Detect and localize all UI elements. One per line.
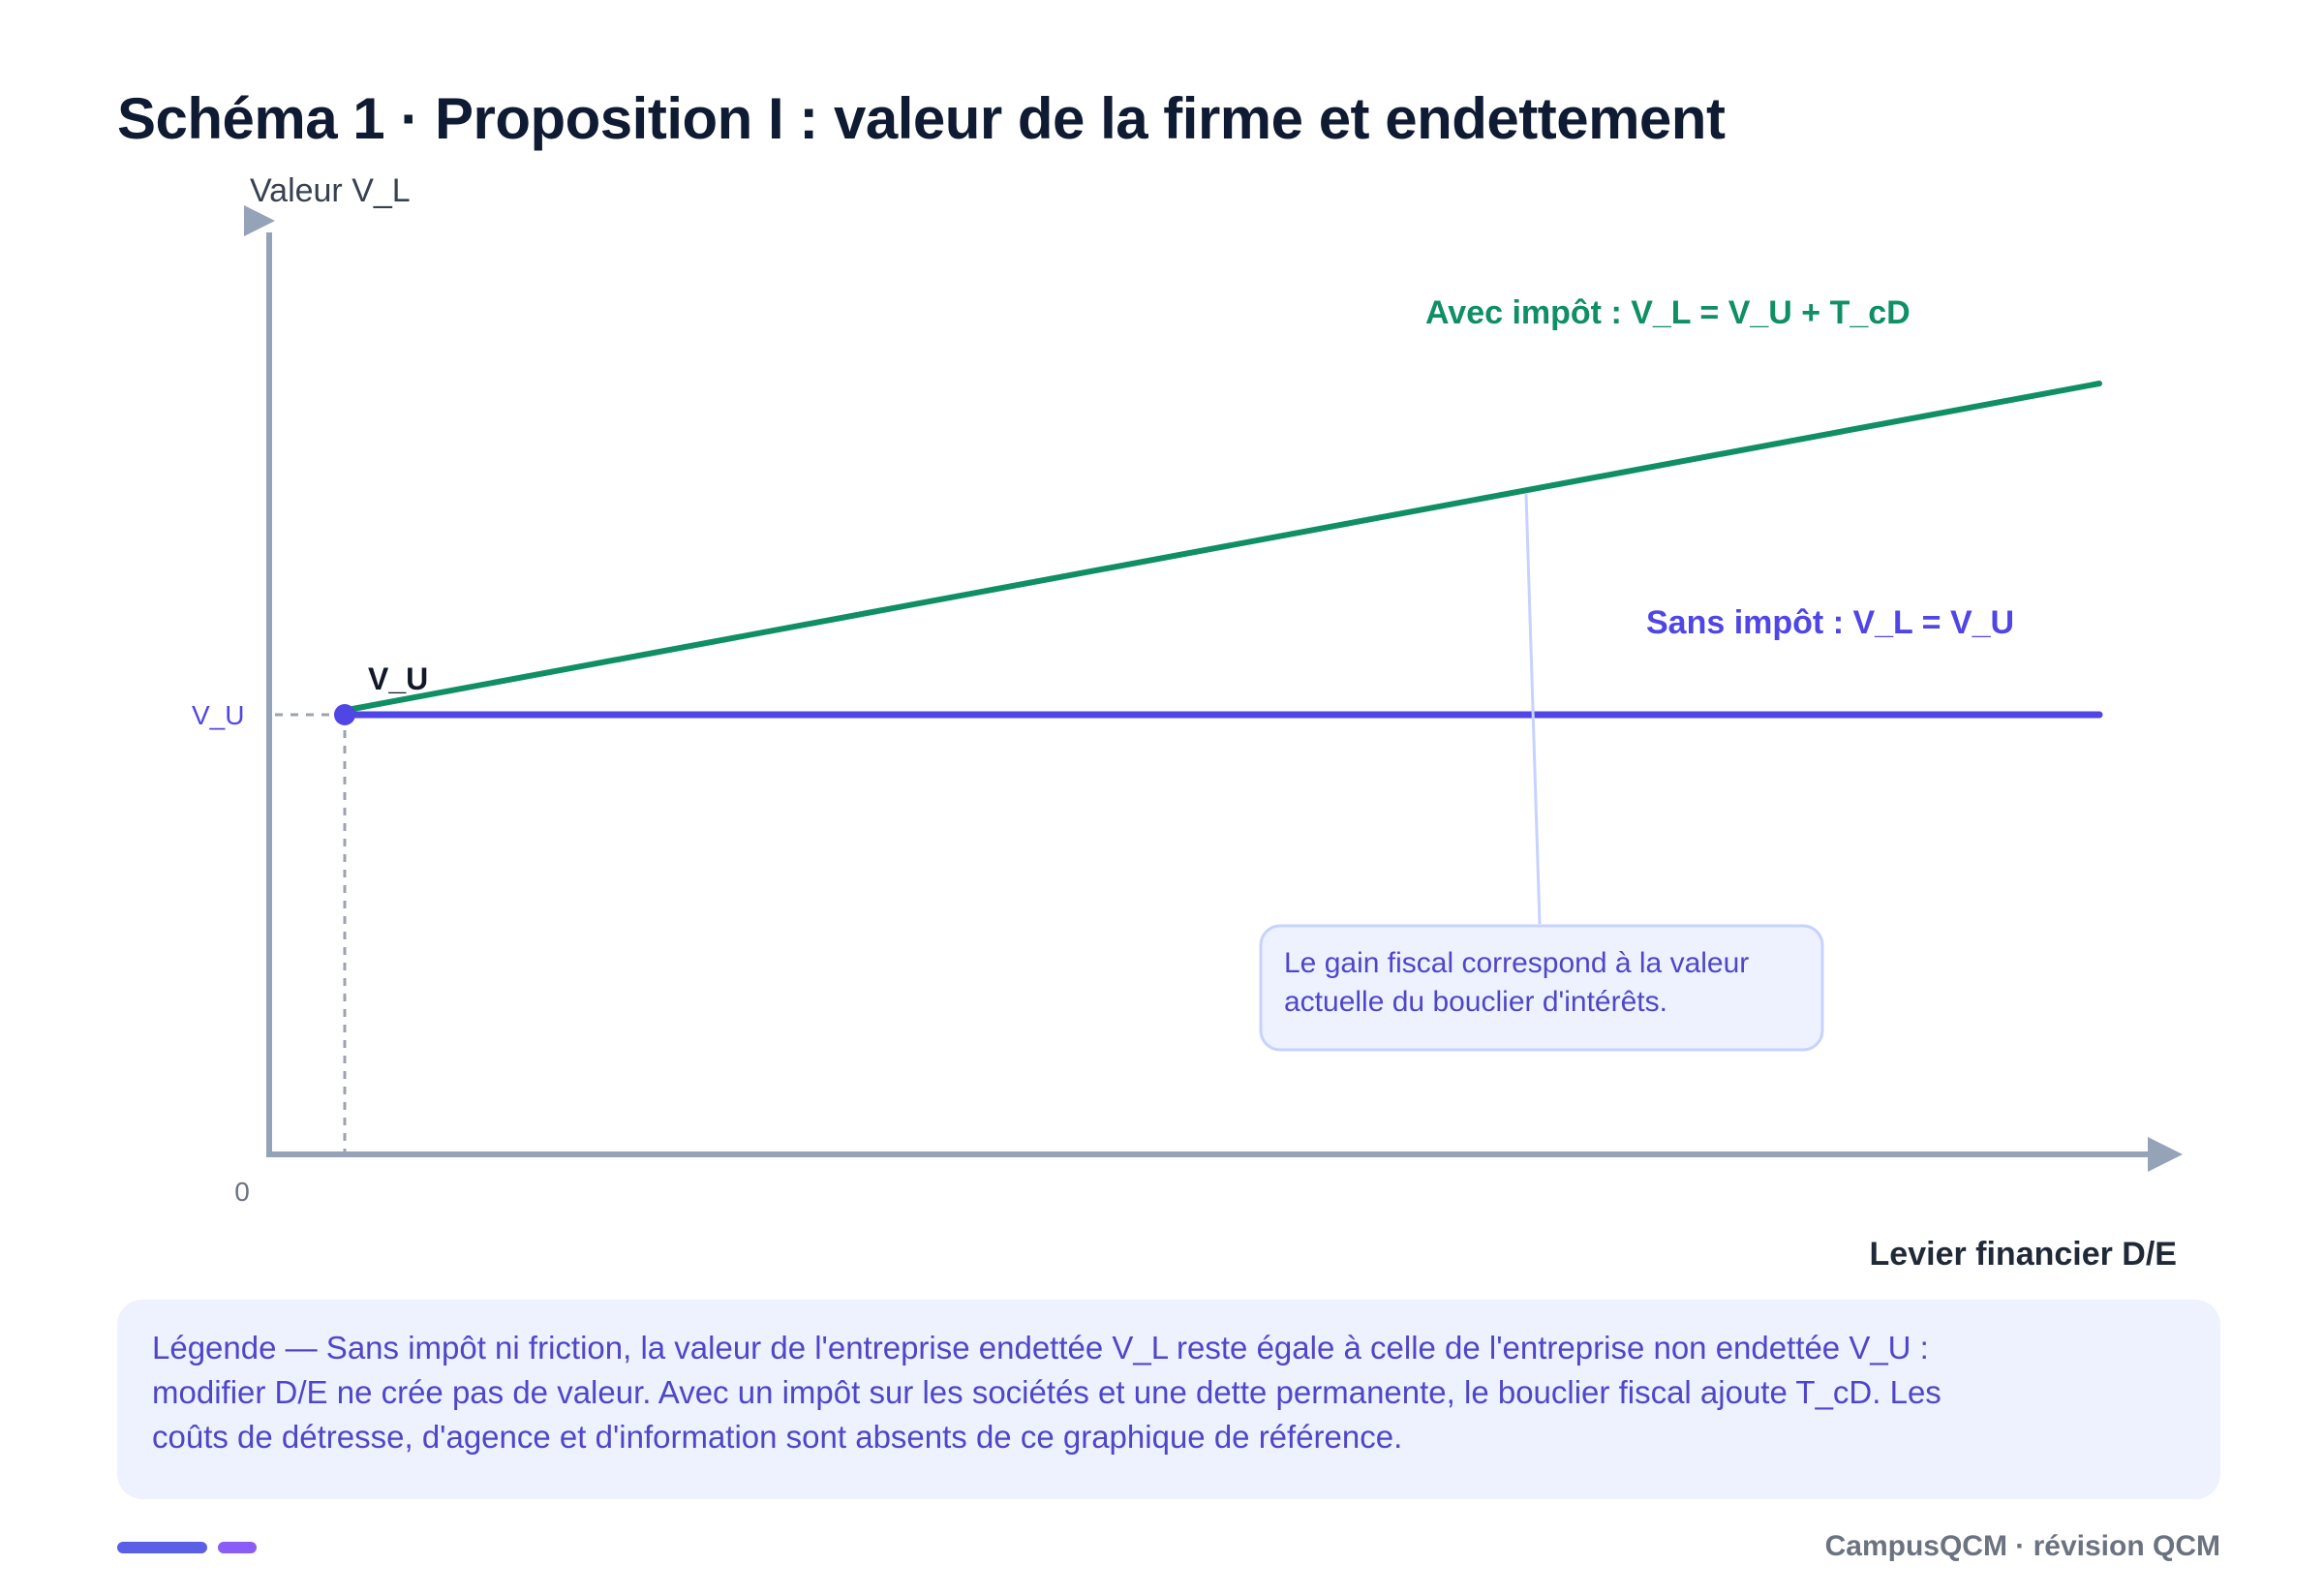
series-line-avec-impot (350, 381, 2102, 712)
page-title: Schéma 1 · Proposition I : valeur de la … (117, 86, 1726, 151)
diagram-canvas: Valeur V_L Levier financier D/E 0 V_U V_… (192, 172, 2183, 1273)
legend-line-2: modifier D/E ne crée pas de valeur. Avec… (152, 1374, 1942, 1410)
brand-bar-primary (117, 1542, 207, 1553)
y-tick-label-vu: V_U (192, 700, 244, 730)
callout-connector (1524, 493, 1542, 925)
series-label-avec-impot: Avec impôt : V_L = V_U + T_cD (1425, 294, 1911, 331)
vu-point-label: V_U (368, 661, 428, 696)
legend-line-1: Légende — Sans impôt ni friction, la val… (152, 1330, 1929, 1366)
origin-label: 0 (234, 1177, 250, 1207)
footer-credit: CampusQCM · révision QCM (1824, 1530, 2220, 1562)
y-axis-label: Valeur V_L (250, 172, 411, 209)
callout-text-line-1: Le gain fiscal correspond à la valeur (1284, 947, 1749, 979)
callout-text-line-2: actuelle du bouclier d'intérêts. (1284, 986, 1667, 1018)
series-label-sans-impot: Sans impôt : V_L = V_U (1646, 604, 2014, 641)
brand-bar-secondary (218, 1542, 257, 1553)
legend-line-3: coûts de détresse, d'agence et d'informa… (152, 1419, 1403, 1455)
x-axis-arrow (2148, 1137, 2183, 1172)
callout-box (1259, 924, 1824, 1052)
legend-box: Légende — Sans impôt ni friction, la val… (117, 1300, 2220, 1499)
vu-point (334, 704, 355, 725)
y-axis-arrow (244, 205, 275, 236)
x-axis-label: Levier financier D/E (1870, 1236, 2177, 1273)
